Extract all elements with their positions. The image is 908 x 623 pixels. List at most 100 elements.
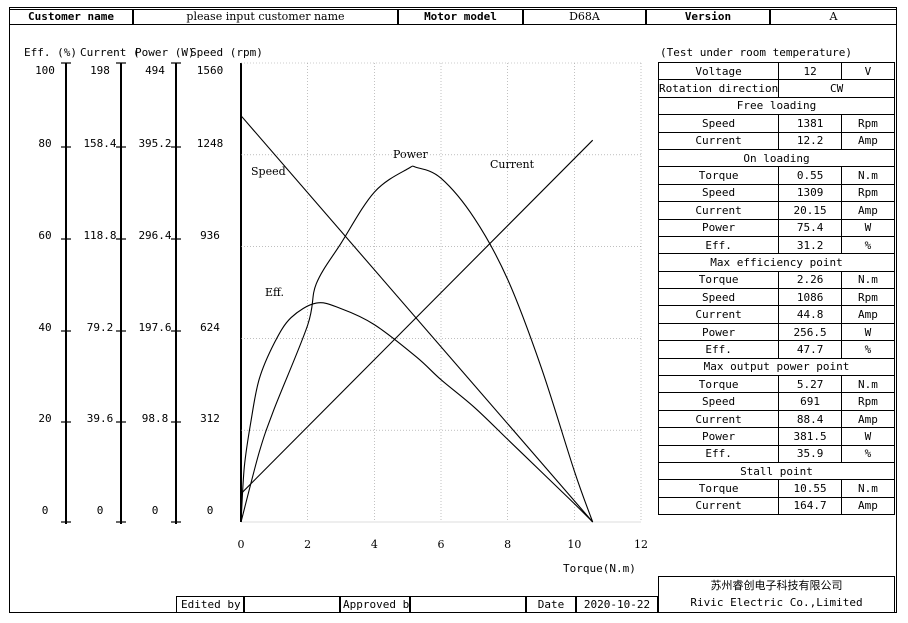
param-value[interactable]: 1086 [778,288,842,307]
section-header-free-loading: Free loading [658,96,895,116]
section-title: Free loading [658,96,895,116]
power-tick-label: 0 [151,504,159,517]
power-tick-label: 395.2 [138,137,172,150]
param-label: Current [657,201,780,220]
current-tick-label: 198 [90,64,110,77]
param-unit: % [840,444,896,463]
current-tick-label: 79.2 [86,321,114,334]
edited-by-field[interactable] [244,596,340,613]
grid-group [241,62,642,523]
speed-tick-label: 936 [200,229,220,242]
table-row: Current 88.4 Amp [657,409,896,429]
date-value[interactable]: 2020-10-22 [576,596,658,613]
param-label: Eff. [657,340,780,359]
eff-tick-label: 40 [38,321,52,334]
table-row: Current 12.2 Amp [657,131,896,150]
param-value[interactable]: 1381 [778,114,842,133]
table-row: Power 75.4 W [657,218,896,237]
edited-by-label: Edited by [176,596,244,613]
company-box: 苏州睿创电子科技有限公司 Rivic Electric Co.,Limited [658,576,895,613]
torque-axis-label: Torque(N.m) [563,562,636,575]
motor-model-label: Motor model [398,9,523,25]
param-value[interactable]: 691 [778,392,842,411]
param-unit: N.m [840,166,896,185]
table-row: Torque 10.55 N.m [657,479,896,498]
table-row: Torque 5.27 N.m [657,375,896,394]
voltage-value[interactable]: 12 [778,61,842,81]
table-row: Torque 2.26 N.m [657,270,896,290]
current-tick-label: 118.8 [83,229,117,242]
table-row: Speed 691 Rpm [657,392,896,411]
rotation-label: Rotation direction [657,79,780,98]
voltage-row: Voltage 12 V [657,61,896,81]
torque-tick-label: 0 [238,538,245,551]
table-row: Speed 1086 Rpm [657,288,896,307]
speed-tick-label: 0 [206,504,214,517]
param-value[interactable]: 256.5 [778,322,842,342]
param-label: Current [657,409,780,429]
param-value[interactable]: 0.55 [778,166,842,185]
param-label: Eff. [657,444,780,463]
axes-group [61,62,242,524]
current-tick-label: 0 [96,504,104,517]
section-header-max-eff: Max efficiency point [658,253,895,272]
param-label: Power [657,427,780,446]
current-tick-label: 158.4 [83,137,117,150]
param-value[interactable]: 88.4 [778,409,842,429]
torque-tick-label: 8 [504,538,511,551]
speed-tick-label: 624 [200,321,220,334]
param-label: Torque [657,375,780,394]
param-label: Power [657,322,780,342]
param-unit: W [840,427,896,446]
eff-axis-label: Eff. (%) [24,46,77,59]
power-tick-label: 494 [145,64,165,77]
rotation-value[interactable]: CW [778,79,895,98]
eff-tick-label: 80 [38,137,52,150]
param-value[interactable]: 75.4 [778,218,842,237]
param-value[interactable]: 381.5 [778,427,842,446]
param-value[interactable]: 5.27 [778,375,842,394]
param-unit: W [840,322,896,342]
param-value[interactable]: 31.2 [778,235,842,255]
param-unit: Amp [840,201,896,220]
power-tick-label: 98.8 [141,412,169,425]
param-value[interactable]: 1309 [778,183,842,203]
curves-group [240,115,594,523]
param-value[interactable]: 164.7 [778,496,842,516]
motor-model-value[interactable]: D68A [523,9,646,25]
param-value[interactable]: 47.7 [778,340,842,359]
param-unit: Amp [840,305,896,324]
version-value[interactable]: A [770,9,897,25]
param-unit: Rpm [840,392,896,411]
table-row: Current 164.7 Amp [657,496,896,516]
spec-table: Voltage 12 V Rotation direction CW Free loadi… [657,61,896,516]
torque-tick-label: 2 [304,538,311,551]
param-value[interactable]: 35.9 [778,444,842,463]
param-value[interactable]: 12.2 [778,131,842,150]
section-title: Max efficiency point [658,253,895,272]
current-tick-label: 39.6 [86,412,114,425]
param-value[interactable]: 20.15 [778,201,842,220]
speed-tick-label: 1248 [196,137,224,150]
table-row: Power 381.5 W [657,427,896,446]
param-label: Torque [657,479,780,498]
param-value[interactable]: 2.26 [778,270,842,290]
customer-name-label: Customer name [9,9,133,25]
approved-by-field[interactable] [410,596,526,613]
torque-tick-label: 10 [567,538,581,551]
labels-group: 0 2 4 6 8 10 12 Speed Power Current Eff. [238,148,649,551]
param-unit: N.m [840,479,896,498]
current-axis-label: Current ( [80,46,140,59]
param-value[interactable]: 44.8 [778,305,842,324]
param-unit: Rpm [840,288,896,307]
param-label: Eff. [657,235,780,255]
section-title: Max output power point [658,357,895,377]
torque-tick-label: 12 [634,538,648,551]
customer-name-input[interactable]: please input customer name [133,9,398,25]
table-row: Eff. 31.2% [657,235,896,255]
param-value[interactable]: 10.55 [778,479,842,498]
company-name-en: Rivic Electric Co.,Limited [690,596,863,609]
param-unit: % [840,235,896,255]
voltage-label: Voltage [657,61,780,81]
